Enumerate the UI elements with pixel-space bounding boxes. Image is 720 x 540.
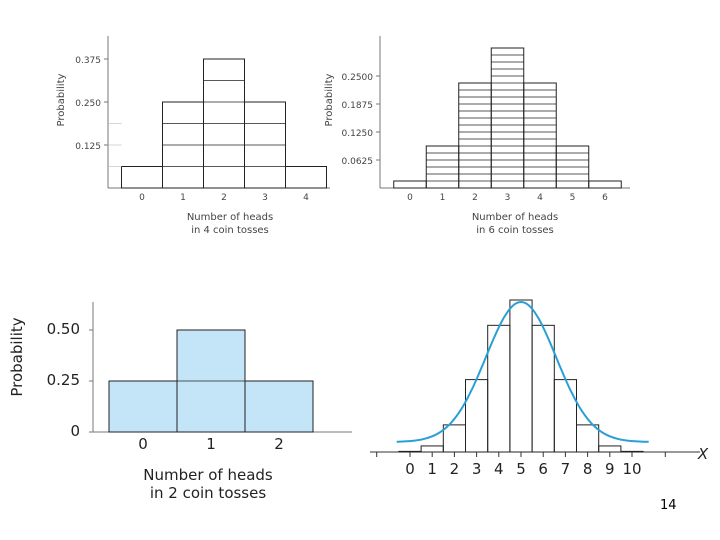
bar-6 — [588, 180, 622, 189]
x-axis-label-line-1: Number of heads — [472, 212, 558, 223]
y-tick-label-0: 0.0625 — [342, 157, 374, 167]
page-number: 14 — [660, 498, 677, 513]
x-tick-label-4: 4 — [494, 460, 504, 478]
bar-1 — [420, 445, 444, 453]
x-tick-label-8: 8 — [583, 460, 593, 478]
bar-0 — [121, 166, 163, 189]
bar-0 — [398, 450, 422, 453]
bar-2 — [442, 424, 466, 453]
normal-curve — [396, 300, 649, 443]
y-tick-label-1: 0.1250 — [342, 129, 374, 139]
y-tick-label-2: 0.1875 — [342, 101, 374, 111]
x-tick-label-5: 5 — [570, 193, 576, 203]
y-axis-label: Probability — [56, 73, 67, 126]
bar-4 — [523, 82, 557, 189]
x-tick-label-1: 1 — [206, 435, 216, 453]
x-axis-label-line-2: in 6 coin tosses — [476, 225, 554, 236]
x-tick-label-1: 1 — [180, 193, 186, 203]
y-axis-label: Probability — [8, 317, 26, 396]
y-axis-label: Probability — [324, 73, 335, 126]
x-tick-label-0: 0 — [139, 193, 145, 203]
x-tick-label-2: 2 — [450, 460, 460, 478]
y-tick-label-2: 0.375 — [75, 56, 101, 66]
x-tick-label-0: 0 — [138, 435, 148, 453]
x-tick-label-0: 0 — [405, 460, 415, 478]
x-tick-label-0: 0 — [407, 193, 413, 203]
x-tick-label-2: 2 — [221, 193, 227, 203]
y-tick-label-1: 0.250 — [75, 99, 101, 109]
x-tick-label-2: 2 — [472, 193, 478, 203]
bar-2 — [244, 380, 314, 433]
x-axis-label-line-2: in 2 coin tosses — [150, 484, 267, 502]
chart-4-tosses: 0.125 0.250 0.375 0 1 2 3 4 Probability Number of… — [56, 36, 330, 236]
x-axis-label-line-2: in 4 coin tosses — [191, 225, 269, 236]
x-tick-label-3: 3 — [262, 193, 268, 203]
y-tick-label-2: 0.50 — [47, 320, 80, 338]
bar-4 — [285, 166, 327, 189]
bar-3 — [465, 379, 489, 453]
x-axis-label: X — [697, 445, 709, 463]
bar-0 — [108, 380, 178, 433]
x-tick-label-6: 6 — [538, 460, 548, 478]
bar-2 — [458, 82, 492, 189]
x-tick-label-7: 7 — [561, 460, 571, 478]
y-tick-label-3: 0.2500 — [342, 73, 374, 83]
x-tick-label-3: 3 — [505, 193, 511, 203]
x-tick-label-1: 1 — [440, 193, 446, 203]
x-tick-label-1: 1 — [427, 460, 437, 478]
chart-2-tosses: 0 0.25 0.50 0 1 2 Probability Number of headsin… — [8, 302, 352, 502]
x-axis-label-line-1: Number of heads — [187, 212, 273, 223]
x-tick-label-4: 4 — [303, 193, 309, 203]
x-tick-label-2: 2 — [274, 435, 284, 453]
y-tick-label-1: 0.25 — [47, 371, 80, 389]
x-tick-label-3: 3 — [472, 460, 482, 478]
chart-6-tosses: 0.0625 0.1250 0.1875 0.2500 0 1 2 3 4 5 6 Probabili… — [324, 36, 630, 236]
bar-5 — [509, 299, 533, 453]
x-tick-label-4: 4 — [537, 193, 543, 203]
bar-10 — [620, 450, 644, 453]
bar-9 — [598, 445, 622, 453]
y-tick-label-0: 0.125 — [75, 142, 101, 152]
chart-10-tosses-normal: 0 1 2 3 4 5 6 7 8 9 10 X — [370, 299, 709, 478]
bar-0 — [393, 180, 427, 189]
x-tick-label-5: 5 — [516, 460, 526, 478]
x-tick-label-10: 10 — [622, 460, 641, 478]
x-tick-label-6: 6 — [602, 193, 608, 203]
bar-8 — [576, 424, 600, 453]
bar-7 — [553, 379, 577, 453]
y-tick-label-0: 0 — [70, 422, 80, 440]
x-axis-label-line-1: Number of heads — [143, 466, 273, 484]
x-tick-label-9: 9 — [605, 460, 615, 478]
